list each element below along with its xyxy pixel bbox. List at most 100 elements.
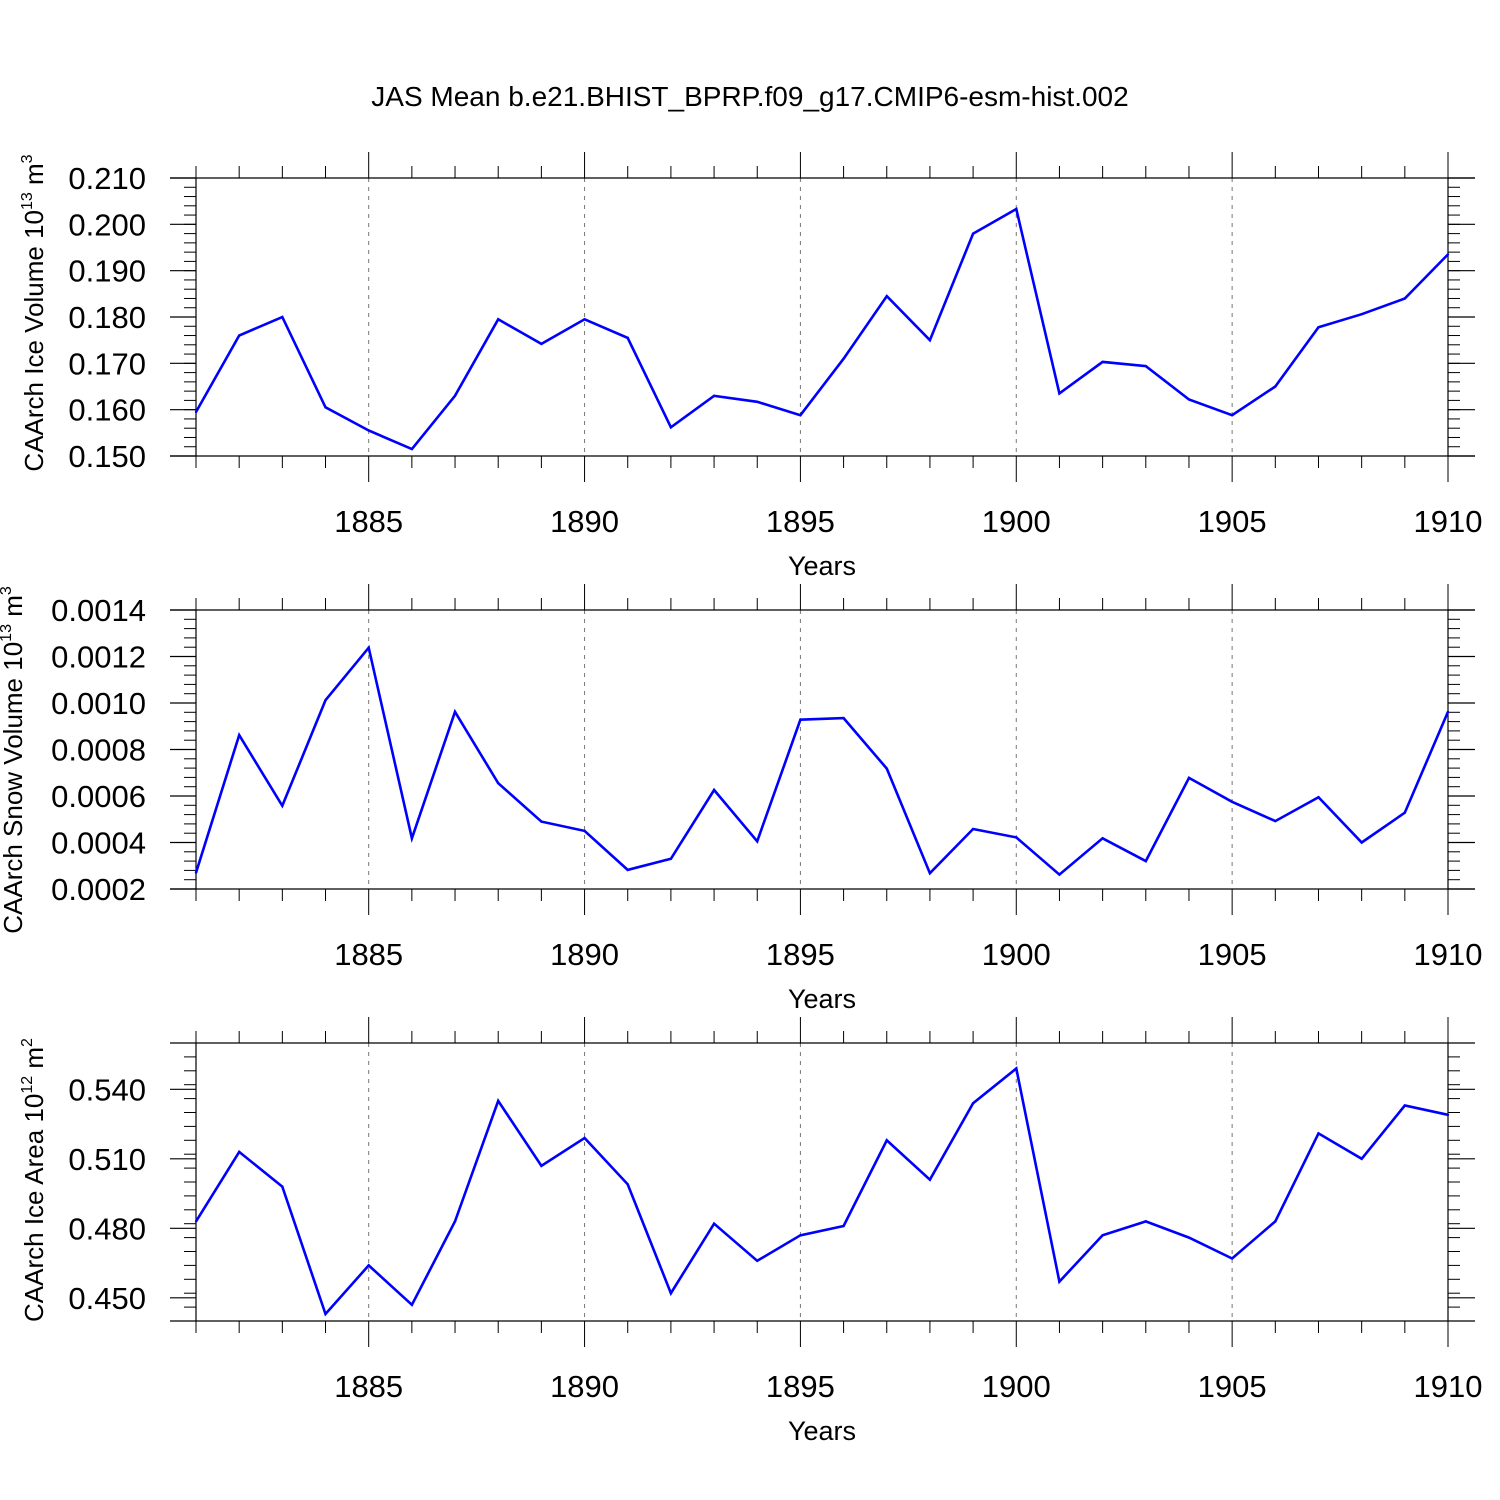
- x-tick-label: 1905: [1198, 937, 1267, 972]
- data-point: [410, 1303, 414, 1306]
- y-tick-label: 0.0014: [51, 593, 146, 628]
- x-tick-label: 1885: [334, 1369, 403, 1404]
- data-point: [410, 447, 414, 451]
- x-axis-title: Years: [788, 984, 856, 1014]
- data-point: [497, 782, 500, 785]
- data-point: [281, 315, 284, 319]
- x-tick-label: 1905: [1198, 504, 1267, 539]
- data-point: [583, 1136, 586, 1140]
- data-point: [1446, 1113, 1450, 1117]
- data-point: [712, 394, 716, 397]
- data-point: [194, 1220, 198, 1223]
- y-tick-label: 0.210: [68, 161, 146, 196]
- data-point: [324, 699, 327, 702]
- data-point: [1101, 360, 1104, 364]
- data-point: [799, 414, 802, 417]
- x-tick-label: 1885: [334, 504, 403, 539]
- data-point: [1317, 795, 1320, 799]
- data-point: [1360, 313, 1363, 316]
- data-point: [928, 338, 932, 342]
- x-tick-label: 1885: [334, 937, 403, 972]
- data-point: [842, 1224, 845, 1228]
- y-axis-title: CAArch Snow Volume 1013 m3: [0, 586, 28, 934]
- data-point: [1317, 325, 1320, 329]
- x-tick-label: 1910: [1414, 1369, 1483, 1404]
- data-point: [1144, 364, 1147, 368]
- x-tick-label: 1905: [1198, 1369, 1267, 1404]
- data-point: [1187, 398, 1191, 401]
- x-tick-label: 1895: [766, 937, 835, 972]
- y-tick-label: 0.180: [68, 300, 146, 335]
- data-point: [1274, 1220, 1277, 1223]
- data-point: [1446, 710, 1450, 714]
- data-point: [1403, 811, 1407, 814]
- panel-3: 0.450 0.480 0.510 0.540 1885 1890 1895 1900 1905…: [19, 1017, 1482, 1446]
- data-point: [928, 871, 932, 875]
- data-point: [1144, 859, 1147, 863]
- data-point: [194, 410, 198, 414]
- data-point: [669, 1292, 673, 1295]
- data-point: [1101, 1234, 1104, 1237]
- data-point: [583, 318, 586, 321]
- data-point: [367, 646, 370, 649]
- data-point: [497, 318, 500, 321]
- data-point: [626, 336, 629, 340]
- data-point: [1015, 836, 1018, 839]
- y-tick-label: 0.160: [68, 393, 146, 428]
- data-point: [1058, 392, 1061, 395]
- data-point: [1144, 1220, 1147, 1223]
- data-point: [712, 1222, 716, 1225]
- data-point: [281, 1185, 284, 1188]
- data-point: [1101, 837, 1104, 840]
- data-point: [1058, 1280, 1061, 1283]
- data-point: [540, 820, 543, 823]
- data-point: [540, 1164, 543, 1167]
- data-point: [669, 857, 673, 860]
- data-point: [971, 827, 975, 831]
- y-axis-title: CAArch Ice Volume 1013 m3: [19, 154, 49, 471]
- data-point: [1230, 414, 1234, 417]
- data-point: [799, 718, 802, 721]
- x-tick-label: 1895: [766, 1369, 835, 1404]
- data-point: [237, 1150, 241, 1154]
- data-point: [583, 829, 586, 833]
- y-tick-label: 0.0002: [51, 872, 146, 907]
- y-tick-label: 0.0006: [51, 779, 146, 814]
- y-tick-label: 0.480: [68, 1211, 146, 1246]
- data-point: [712, 788, 716, 792]
- y-tick-label: 0.150: [68, 439, 146, 474]
- data-point: [324, 406, 327, 409]
- y-tick-label: 0.200: [68, 207, 146, 242]
- x-tick-label: 1890: [550, 1369, 619, 1404]
- y-tick-label: 0.0008: [51, 733, 146, 768]
- data-point: [453, 710, 457, 714]
- data-point: [540, 342, 543, 346]
- series-line: [194, 644, 1450, 877]
- chart-title: JAS Mean b.e21.BHIST_BPRP.f09_g17.CMIP6-…: [371, 81, 1128, 112]
- data-point: [799, 1234, 802, 1237]
- x-tick-label: 1900: [982, 937, 1051, 972]
- data-point: [367, 429, 370, 432]
- x-tick-label: 1895: [766, 504, 835, 539]
- data-point: [1058, 873, 1061, 876]
- data-point: [1015, 1067, 1018, 1070]
- data-point: [194, 871, 198, 874]
- data-point: [453, 394, 457, 397]
- y-tick-label: 0.450: [68, 1281, 146, 1316]
- x-tick-label: 1910: [1414, 937, 1483, 972]
- data-point: [367, 1264, 370, 1267]
- data-point: [453, 1220, 457, 1223]
- x-tick-label: 1900: [982, 1369, 1051, 1404]
- data-point: [1403, 1104, 1407, 1107]
- data-point: [237, 733, 241, 737]
- data-point: [1274, 819, 1277, 823]
- data-point: [971, 232, 975, 235]
- x-axis-title: Years: [788, 1416, 856, 1446]
- y-tick-label: 0.540: [68, 1072, 146, 1107]
- x-axis-title: Years: [788, 551, 856, 581]
- data-point: [756, 1259, 759, 1262]
- y-tick-label: 0.0010: [51, 686, 146, 721]
- panel-1: 0.150 0.160 0.170 0.180 0.190 0.200 0.210 1885 1…: [19, 152, 1482, 581]
